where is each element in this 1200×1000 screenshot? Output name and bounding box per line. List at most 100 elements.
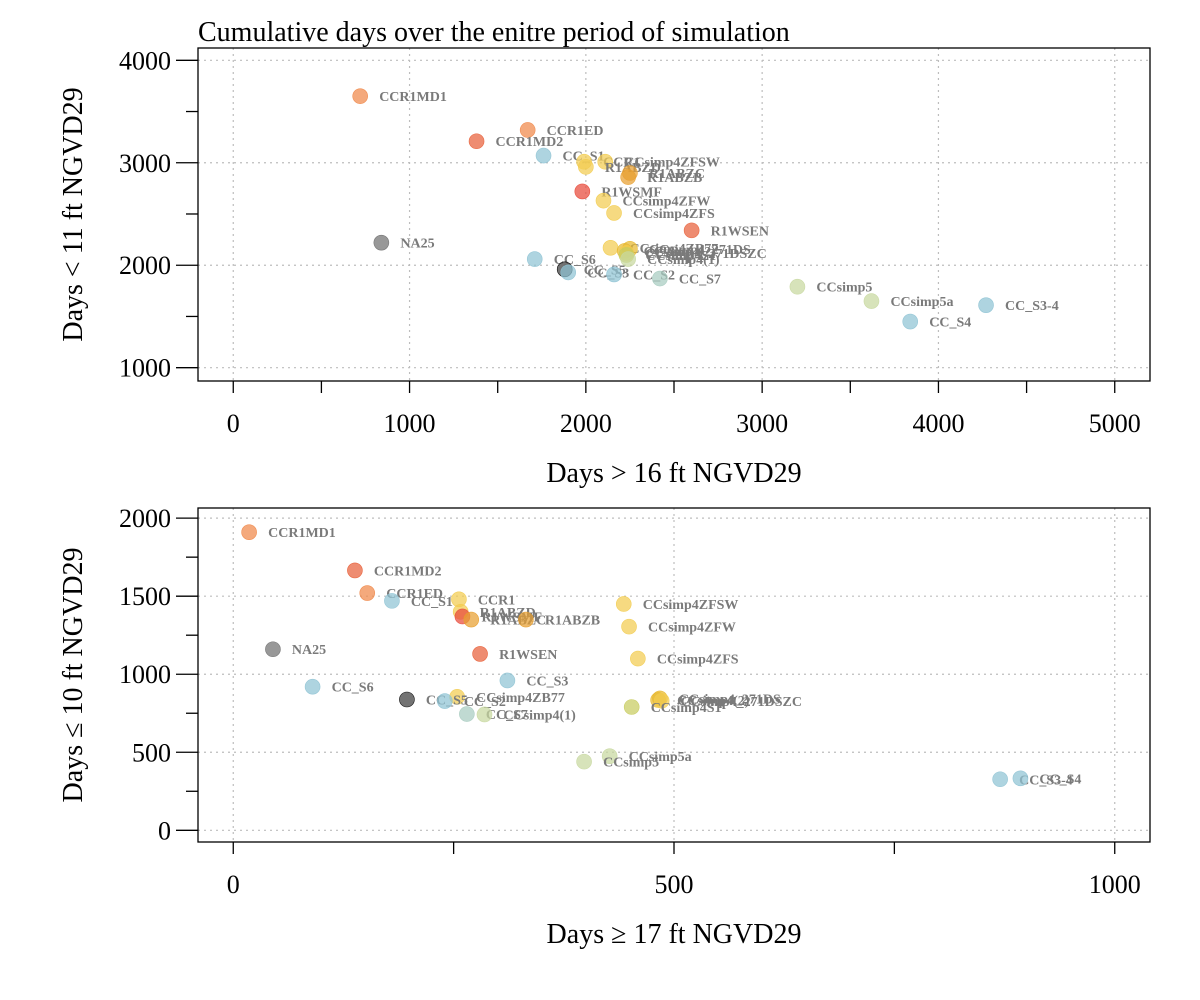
data-point: [863, 293, 880, 309]
data-point-label: CCR1MD1: [379, 90, 447, 105]
data-point: [384, 593, 400, 609]
data-point: [653, 692, 670, 709]
data-point: [630, 650, 646, 667]
data-point: [683, 222, 700, 239]
data-point-label: CCsimp4ZB77: [476, 691, 565, 706]
scatter-panel-top: 0 1000 2000 3000 4000 5000 1000 2000 3000 4000 Day…: [58, 46, 1151, 489]
x-tick-label: 4000: [912, 409, 964, 438]
data-point-label: CCR1ED: [386, 587, 443, 602]
data-point-label: CCR1MD2: [374, 564, 442, 579]
data-point-label: CC_S1: [411, 595, 453, 610]
data-point: [574, 183, 591, 200]
data-point-label: CC_S3-4: [1005, 299, 1059, 314]
data-point-label: R1WSMF: [601, 185, 662, 200]
x-tick-label: 0: [227, 409, 240, 438]
x-tick-label: 1000: [1089, 870, 1141, 899]
y-tick-label: 2000: [119, 251, 171, 280]
data-point-label: CCsimp4_271DS: [679, 692, 781, 707]
y-tick-label: 500: [132, 738, 171, 767]
data-point: [652, 270, 668, 287]
x-tick-label: 1000: [384, 409, 436, 438]
data-point: [606, 205, 622, 221]
data-point-label: NA25: [292, 643, 326, 658]
data-point: [978, 297, 994, 313]
x-axis-label: Days > 16 ft NGVD29: [546, 458, 801, 489]
x-tick-label: 2000: [560, 409, 612, 438]
data-point-label: CC_S3: [526, 674, 568, 689]
data-point: [615, 596, 632, 612]
data-point: [601, 748, 618, 764]
data-point-label: CC_S7: [679, 273, 721, 288]
x-tick-label: 3000: [736, 409, 788, 438]
y-tick-label: 1000: [119, 660, 171, 689]
data-point: [463, 611, 480, 628]
data-point-label: R1WSEN: [499, 648, 557, 663]
data-point-label: CCR1MD1: [268, 526, 336, 541]
data-point: [535, 147, 552, 164]
data-point-label: CCsimp5a: [629, 750, 692, 765]
data-point-label: CCsimp4S1: [645, 249, 716, 264]
data-point-label: CCsimp4_271DS: [649, 243, 751, 258]
data-point: [519, 122, 536, 138]
data-point: [1012, 770, 1029, 787]
data-point-label: CCsimp4S1: [651, 701, 722, 716]
data-point-label: CCsimp4_271DSZC: [645, 247, 766, 262]
data-point: [620, 169, 636, 185]
data-point-label: CCsimp4ZFW: [648, 621, 736, 636]
data-point: [606, 266, 622, 283]
data-point: [241, 524, 257, 540]
data-point-label: CCR1ED: [547, 124, 604, 139]
data-point: [352, 88, 368, 104]
data-point-label: R1ABZB: [545, 614, 600, 629]
data-point-label: CCR1: [478, 593, 515, 608]
data-point-label: CCsimp5: [816, 281, 872, 296]
data-point-label: CCsimp4(2): [644, 245, 717, 260]
data-point: [623, 699, 640, 715]
data-point: [621, 618, 637, 635]
data-point: [373, 234, 390, 251]
data-point: [459, 706, 475, 722]
data-point-label: CCsimp4ZFSW: [643, 598, 739, 613]
x-tick-label: 5000: [1089, 409, 1141, 438]
data-point: [526, 251, 543, 267]
data-point-label: R1ABZB: [647, 171, 702, 186]
data-point: [265, 641, 281, 658]
y-tick-label: 0: [158, 816, 171, 845]
y-axis-label: Days ≤ 10 ft NGVD29: [58, 548, 89, 803]
y-tick-label: 2000: [119, 504, 171, 533]
data-point: [347, 562, 363, 579]
data-point-label: CCR1MD2: [496, 135, 564, 150]
data-point-label: CC_S7: [486, 708, 528, 723]
data-point-label: R1ABZC: [649, 167, 705, 182]
data-point-label: CC_S3-4: [1019, 773, 1073, 788]
data-point: [620, 251, 636, 267]
data-point: [992, 771, 1008, 788]
data-point: [437, 693, 453, 709]
data-point: [499, 672, 516, 689]
data-point-label: CC_S6: [332, 681, 374, 696]
data-point: [902, 313, 919, 330]
chart-title: Cumulative days over the enitre period o…: [198, 17, 790, 48]
data-point: [359, 585, 376, 601]
data-point: [595, 192, 612, 209]
data-point-label: CCsimp5: [603, 756, 659, 771]
data-point: [468, 133, 485, 150]
data-point-label: CC_S2: [464, 695, 506, 710]
y-tick-label: 1500: [119, 582, 171, 611]
data-point: [576, 753, 592, 770]
data-point-label: CCsimp4ZFSW: [624, 156, 720, 171]
data-point: [560, 264, 577, 281]
data-point-label: CCsimp4ZFS: [633, 207, 715, 222]
y-axis-label: Days < 11 ft NGVD29: [58, 87, 89, 341]
data-point-label: CC_S4: [929, 316, 971, 331]
data-point-label: CCsimp4_271DSZC: [681, 695, 802, 710]
data-point-label: CCsimp4ZFS: [657, 653, 739, 668]
y-tick-label: 4000: [119, 46, 171, 75]
y-tick-label: 3000: [119, 149, 171, 178]
data-point: [304, 678, 321, 695]
data-point-label: CCsimp4ZFW: [622, 195, 710, 210]
data-point-label: CCsimp4(2): [677, 694, 750, 709]
data-point: [399, 691, 415, 708]
data-point-label: CCsimp4ZB77: [630, 242, 719, 257]
